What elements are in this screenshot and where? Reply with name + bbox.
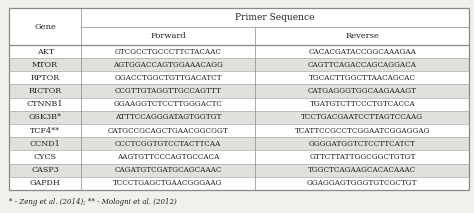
Text: CAGATGTCGATGCAGCAAAC: CAGATGTCGATGCAGCAAAC [114,166,222,174]
Text: Forward: Forward [150,32,186,40]
Text: TCF4**: TCF4** [30,127,60,135]
Bar [9,164,469,177]
Text: Gene: Gene [34,23,56,31]
Text: TGATGTCTTCCCTGTCACCA: TGATGTCTTCCCTGTCACCA [310,100,415,108]
Text: ATTTCCAGGGATAGTGGTGT: ATTTCCAGGGATAGTGGTGT [115,114,221,121]
Bar [9,85,469,98]
Bar [9,137,469,150]
Bar [9,124,469,137]
Text: CCND1: CCND1 [30,140,61,148]
Text: GTTCTTATTGGCGGCTGTGT: GTTCTTATTGGCGGCTGTGT [309,153,416,161]
Text: GGAGGAGTGGGTGTCGCTGT: GGAGGAGTGGGTGTCGCTGT [307,179,418,187]
Bar [9,58,469,71]
Text: TGCACTTGGCTTAACAGCAC: TGCACTTGGCTTAACAGCAC [309,74,416,82]
Text: TCCCTGAGCTGAACGGGAAG: TCCCTGAGCTGAACGGGAAG [113,179,223,187]
Bar [9,45,469,58]
Bar [9,177,469,190]
Text: MTOR: MTOR [32,61,58,69]
Text: RICTOR: RICTOR [28,87,62,95]
Text: Primer Sequence: Primer Sequence [235,13,315,22]
Text: GTCGCCTGCCCTTCTACAAC: GTCGCCTGCCCTTCTACAAC [115,47,222,56]
Text: TGGCTCAGAAGCACACAAAC: TGGCTCAGAAGCACACAAAC [308,166,417,174]
Text: CATGAGGGTGGCAAGAAAGT: CATGAGGGTGGCAAGAAAGT [308,87,417,95]
Text: TCCTGACGAATCCTTAGTCCAAG: TCCTGACGAATCCTTAGTCCAAG [301,114,423,121]
Text: Reverse: Reverse [346,32,379,40]
Bar [9,150,469,164]
Text: AKT: AKT [36,47,54,56]
Text: CYCS: CYCS [34,153,56,161]
Text: AGTGGACCAGTGGAAACAGG: AGTGGACCAGTGGAAACAGG [113,61,223,69]
Text: CCCTCGGTGTCCTACTTCAA: CCCTCGGTGTCCTACTTCAA [115,140,221,148]
Text: GGGGATGGTCTCCTTCATCT: GGGGATGGTCTCCTTCATCT [309,140,416,148]
Text: GAPDH: GAPDH [30,179,61,187]
Text: CASP3: CASP3 [31,166,59,174]
Text: CACACGATACCGGCAAAGAA: CACACGATACCGGCAAAGAA [309,47,416,56]
Bar [9,98,469,111]
Text: CATGCCGCAGCTGAACGGCGGT: CATGCCGCAGCTGAACGGCGGT [108,127,228,135]
Bar [9,111,469,124]
Text: CCGTTGTAGGTTGCCAGTTT: CCGTTGTAGGTTGCCAGTTT [115,87,221,95]
Text: GGACCTGGCTGTTGACATCT: GGACCTGGCTGTTGACATCT [114,74,222,82]
Text: CTNNB1: CTNNB1 [27,100,64,108]
Text: GSK3B*: GSK3B* [28,114,62,121]
Text: AAGTGTTCCCAGTGCCACA: AAGTGTTCCCAGTGCCACA [117,153,219,161]
Text: * - Zeng et al. (2014); ** - Mologni et al. (2012): * - Zeng et al. (2014); ** - Mologni et … [9,198,177,206]
Bar [9,8,469,190]
Text: TCATTCCGCCTCGGAATCGGAGGAG: TCATTCCGCCTCGGAATCGGAGGAG [295,127,430,135]
Text: CAGTTCAGACCAGCAGGACA: CAGTTCAGACCAGCAGGACA [308,61,417,69]
Text: GGAAGGTCTCCTTGGGACTC: GGAAGGTCTCCTTGGGACTC [114,100,222,108]
Text: RPTOR: RPTOR [30,74,60,82]
Bar [9,71,469,85]
